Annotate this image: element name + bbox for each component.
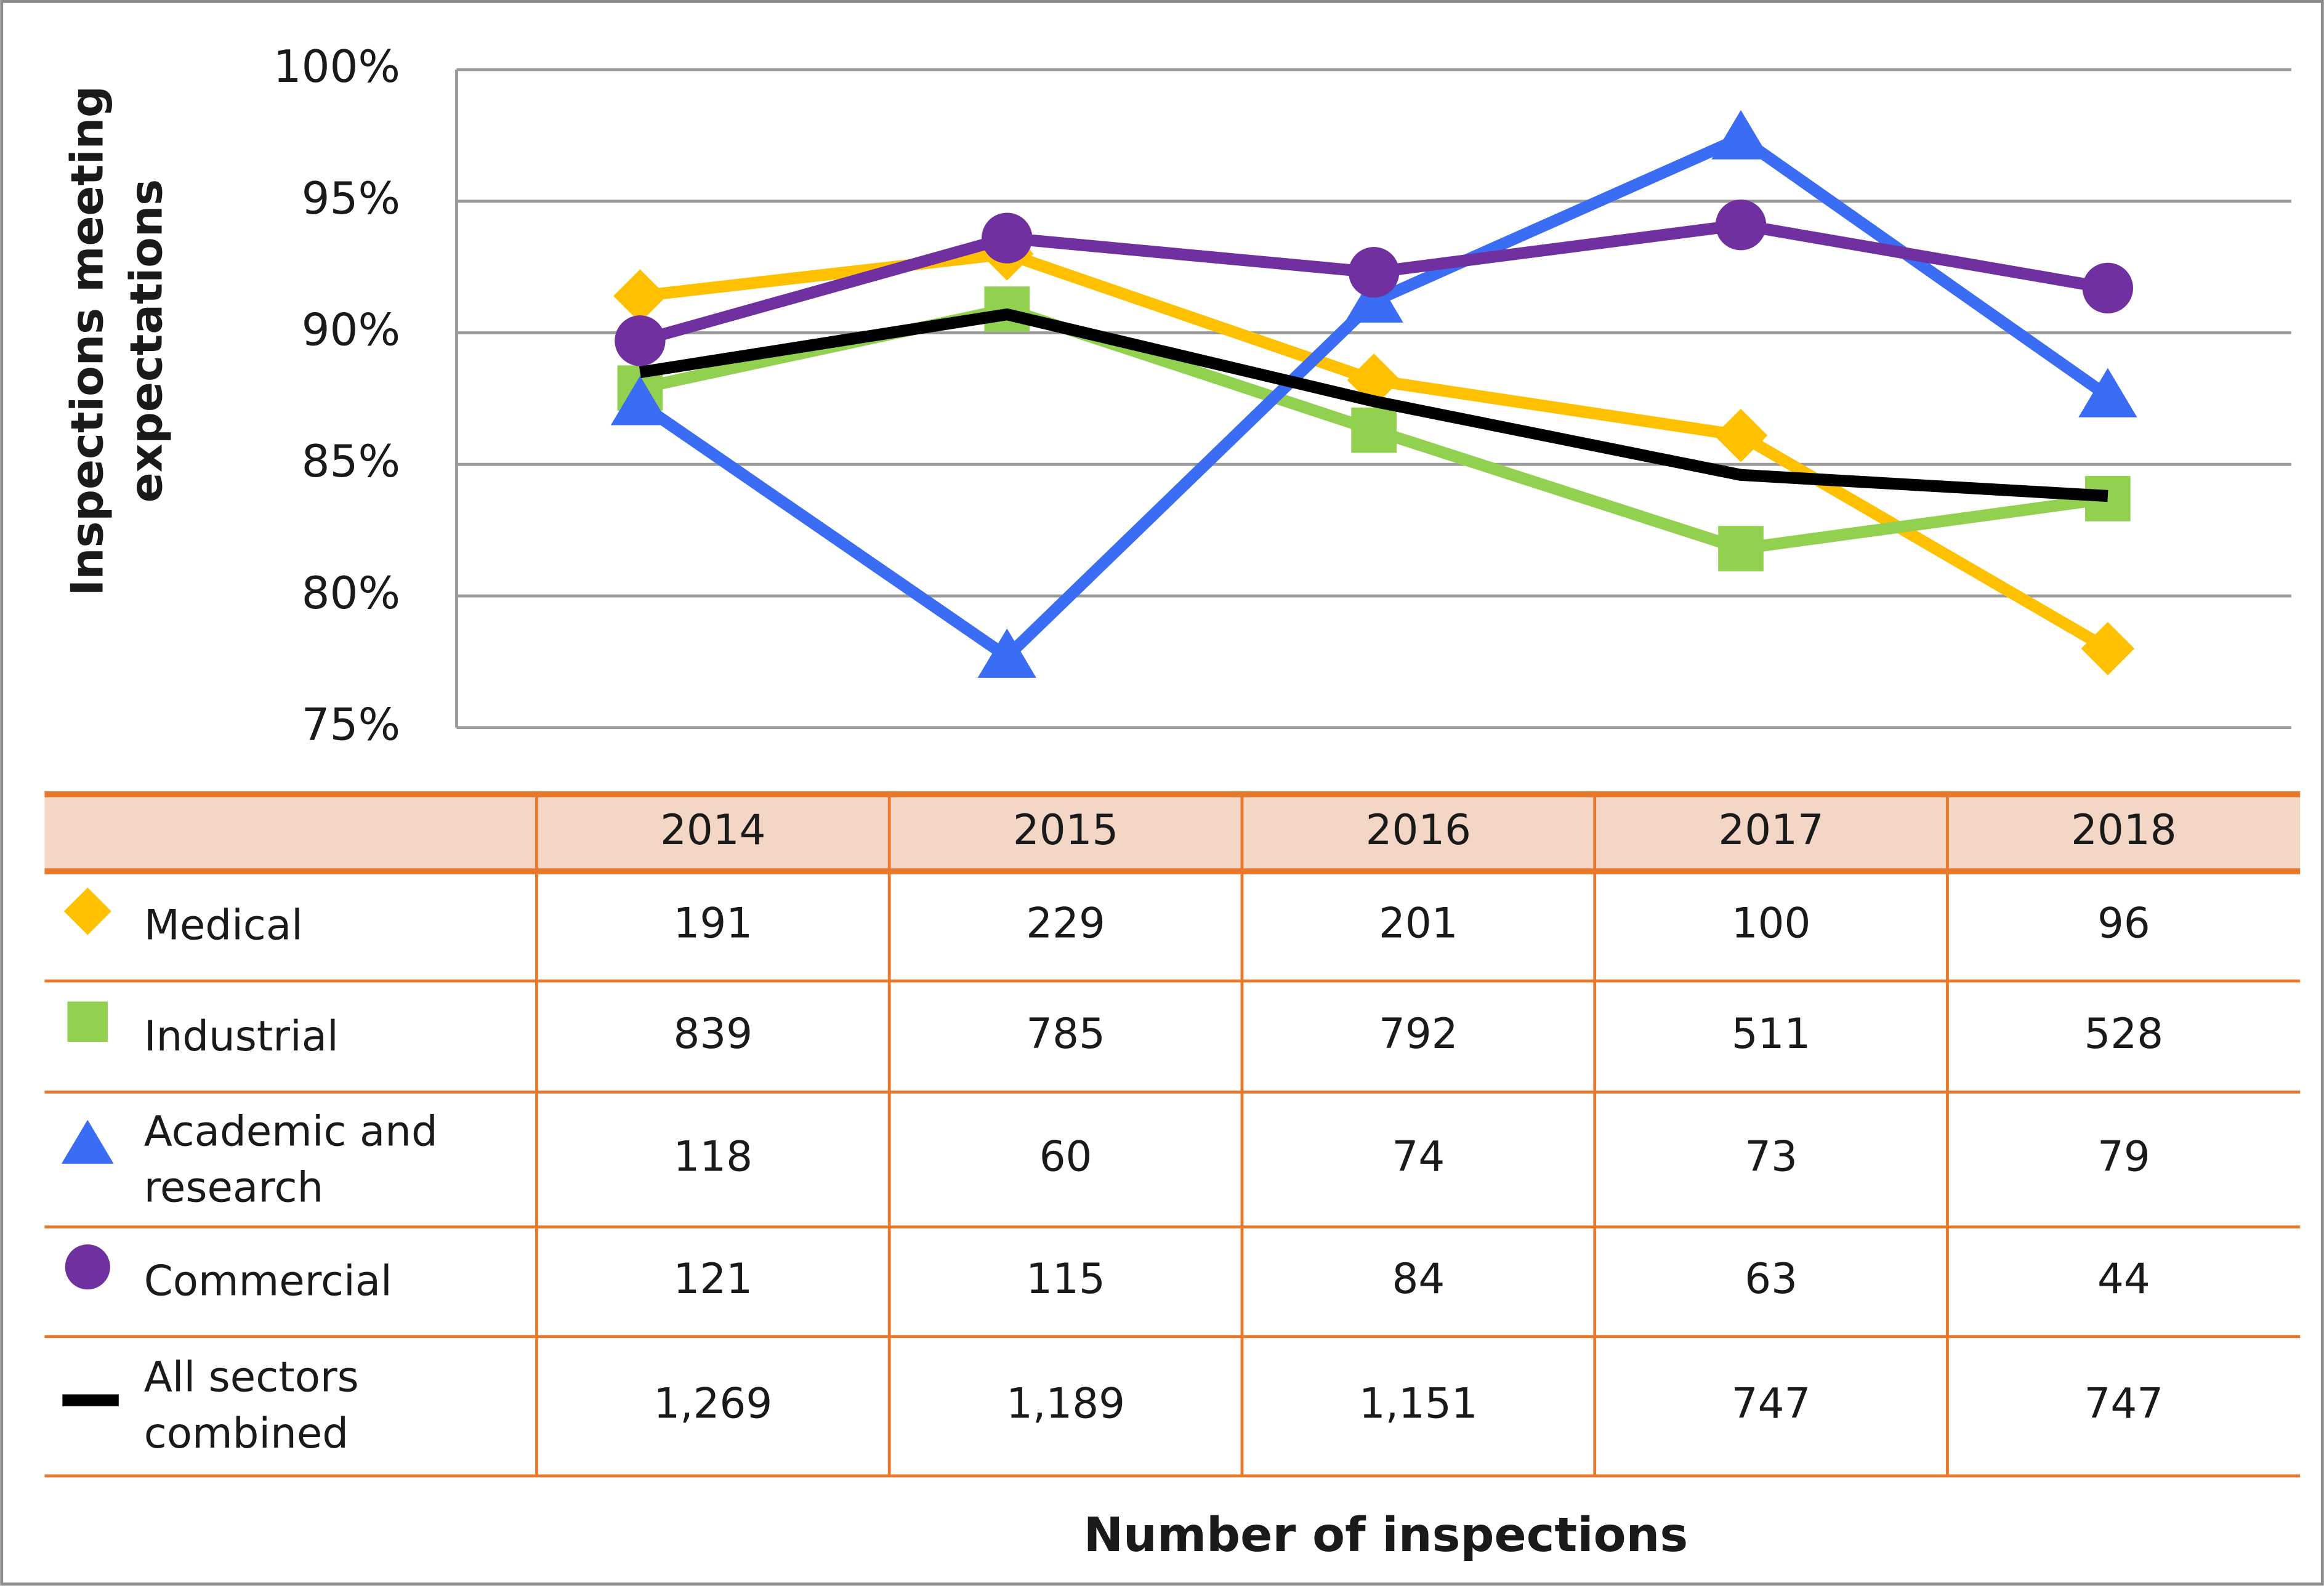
legend-label-box: All sectors combined: [143, 1353, 359, 1459]
table-cell: 229: [1026, 899, 1105, 948]
table-header-bg: [44, 794, 2301, 872]
table-cell: 96: [2097, 899, 2150, 948]
table-cell: 74: [1392, 1132, 1445, 1181]
table-cell: 785: [1026, 1009, 1105, 1058]
data-point: [1718, 526, 1764, 571]
legend-label-box: Industrial: [143, 1011, 339, 1060]
table-header-cell: 2014: [660, 805, 765, 854]
series-line: [639, 308, 2108, 502]
table-cell: 747: [1732, 1379, 1811, 1427]
table-cell: 792: [1379, 1009, 1458, 1058]
legend-marker: [65, 1244, 110, 1290]
legend-label-box: Medical: [143, 901, 303, 950]
legend-label: Industrial: [143, 1011, 339, 1060]
table-header-cell: 2017: [1718, 805, 1823, 854]
y-axis-label-box: Inspections meeting expectations: [62, 86, 174, 596]
y-tick-label: 80%: [302, 568, 400, 619]
table-cell: 60: [1039, 1132, 1092, 1181]
y-axis-label: Inspections meeting expectations: [62, 86, 174, 596]
data-point: [610, 376, 670, 425]
table-cell: 1,189: [1006, 1379, 1125, 1427]
table-cell: 528: [2084, 1009, 2164, 1058]
table-header-cell: 2016: [1366, 805, 1471, 854]
table-cell: 73: [1745, 1132, 1797, 1181]
data-point: [2078, 368, 2137, 417]
data-point: [1348, 247, 1400, 298]
table-cell: 191: [674, 899, 753, 948]
legend-label-box: Commercial: [143, 1256, 392, 1306]
data-point: [615, 315, 666, 366]
legend-marker: [67, 1001, 108, 1042]
y-tick-label: 90%: [302, 305, 400, 357]
table-cell: 63: [1745, 1254, 1797, 1303]
table-cell: 1,151: [1359, 1379, 1478, 1427]
table-cell: 79: [2097, 1132, 2150, 1181]
table-cell: 100: [1732, 899, 1811, 948]
data-point: [977, 628, 1036, 678]
table-cell: 121: [674, 1254, 753, 1303]
legend-label: Medical: [143, 901, 303, 950]
table-cell: 839: [674, 1009, 753, 1058]
data-point: [1351, 407, 1397, 453]
legend-marker: [63, 887, 111, 935]
table-header-cell: 2015: [1013, 805, 1118, 854]
legend-label: All sectors combined: [143, 1353, 359, 1459]
table-cell: 201: [1379, 899, 1458, 948]
y-tick-label: 75%: [302, 699, 400, 751]
legend-label-box: Academic and research: [143, 1106, 438, 1212]
table-cell: 1,269: [653, 1379, 772, 1427]
data-point: [2082, 262, 2134, 314]
table-header-cell: 2018: [2071, 805, 2176, 854]
legend-label: Commercial: [143, 1256, 392, 1306]
legend-label: Academic and research: [143, 1106, 438, 1212]
y-tick-label: 85%: [302, 436, 400, 488]
table-cell: 118: [674, 1132, 753, 1181]
table-cell: 511: [1732, 1009, 1811, 1058]
x-axis-label: Number of inspections: [1084, 1508, 1689, 1563]
table-cell: 747: [2084, 1379, 2164, 1427]
data-point: [1711, 110, 1770, 159]
data-point: [1344, 273, 1403, 323]
y-tick-label: 95%: [302, 173, 400, 225]
table-cell: 115: [1026, 1254, 1105, 1303]
data-point: [982, 212, 1033, 264]
table-cell: 84: [1392, 1254, 1445, 1303]
data-point: [1715, 200, 1767, 251]
legend-marker: [61, 1119, 114, 1164]
table-cell: 44: [2097, 1254, 2150, 1303]
y-tick-label: 100%: [273, 41, 400, 93]
data-point: [1714, 408, 1768, 462]
